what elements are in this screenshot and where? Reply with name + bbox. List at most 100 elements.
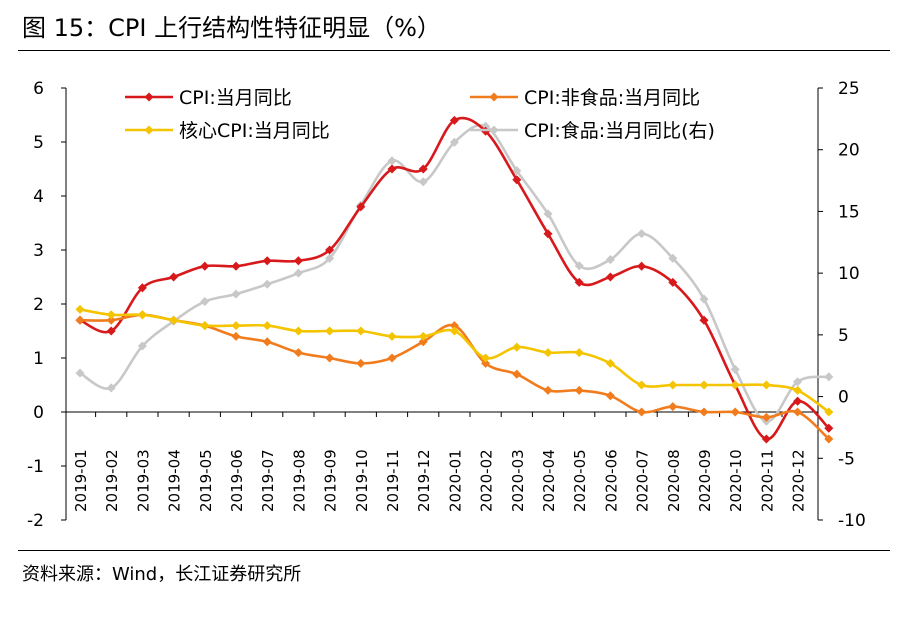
x-tick-label: 2020-03 — [509, 449, 527, 512]
source-note: 资料来源：Wind，长江证券研究所 — [22, 564, 302, 585]
x-tick-label: 2020-09 — [696, 449, 714, 512]
series-0-point — [605, 272, 615, 282]
series-0-point — [574, 277, 584, 287]
series-3-point — [200, 297, 210, 307]
series-0-point — [231, 261, 241, 271]
series-1-point — [761, 412, 771, 422]
bottom-rule — [18, 550, 890, 551]
legend-label: CPI:食品:当月同比(右) — [524, 120, 715, 142]
series-0-point — [668, 277, 678, 287]
series-3-point — [325, 253, 335, 263]
series-2-point — [637, 380, 647, 390]
series-3-point — [793, 377, 803, 387]
x-tick-label: 2020-07 — [634, 449, 652, 512]
series-3-point — [75, 368, 85, 378]
series-3-point — [637, 229, 647, 239]
series-2-point — [793, 385, 803, 395]
series-3-point — [262, 279, 272, 289]
x-tick-label: 2019-01 — [72, 449, 90, 512]
legend-label: CPI:非食品:当月同比 — [524, 87, 700, 109]
left-tick-label: 2 — [33, 295, 44, 315]
left-tick-label: 4 — [33, 187, 44, 207]
series-2-point — [605, 358, 615, 368]
x-tick-label: 2019-10 — [353, 449, 371, 512]
series-2-point — [574, 348, 584, 358]
legend-label: 核心CPI:当月同比 — [179, 120, 330, 142]
left-tick-label: -1 — [27, 457, 44, 477]
series-2-point — [730, 380, 740, 390]
right-tick-label: -10 — [838, 511, 866, 531]
series-0-point — [293, 256, 303, 266]
x-tick-label: 2019-07 — [259, 449, 277, 512]
x-tick-label: 2019-08 — [290, 449, 308, 512]
x-tick-label: 2019-04 — [166, 449, 184, 512]
x-tick-label: 2020-02 — [478, 449, 496, 512]
left-tick-label: 1 — [33, 349, 44, 369]
legend-swatch-marker — [144, 92, 154, 102]
series-1-point — [231, 331, 241, 341]
series-3-point — [730, 364, 740, 374]
series-1-point — [356, 358, 366, 368]
series-1-point — [325, 353, 335, 363]
right-tick-label: 0 — [838, 388, 849, 408]
series-2-point — [106, 310, 116, 320]
x-tick-label: 2020-04 — [540, 449, 558, 512]
series-3-point — [605, 255, 615, 265]
series-2-point — [512, 342, 522, 352]
series-0-point — [262, 256, 272, 266]
legend-swatch-marker — [489, 92, 499, 102]
series-2-point — [356, 326, 366, 336]
series-1-point — [574, 385, 584, 395]
title-rule — [18, 50, 890, 51]
series-1-point — [699, 407, 709, 417]
series-2-point — [293, 326, 303, 336]
series-2-point — [262, 321, 272, 331]
x-tick-label: 2019-11 — [384, 449, 402, 512]
right-tick-label: 20 — [838, 141, 860, 161]
x-tick-label: 2019-05 — [197, 449, 215, 512]
legend-swatch-marker — [489, 125, 499, 135]
left-tick-label: 5 — [33, 133, 44, 153]
left-tick-label: 3 — [33, 241, 44, 261]
series-2-point — [668, 380, 678, 390]
right-tick-label: 15 — [838, 202, 860, 222]
right-tick-label: 10 — [838, 264, 860, 284]
legend-swatch-marker — [144, 125, 154, 135]
series-2-point — [387, 331, 397, 341]
series-3-point — [824, 372, 834, 382]
series-line-3 — [79, 123, 830, 423]
x-tick-label: 2020-11 — [758, 449, 776, 512]
series-1-point — [730, 407, 740, 417]
series-1-point — [293, 348, 303, 358]
x-tick-label: 2019-12 — [415, 449, 433, 512]
series-0-point — [137, 283, 147, 293]
series-1-point — [512, 369, 522, 379]
left-tick-label: 0 — [33, 403, 44, 423]
series-0-point — [449, 115, 459, 125]
series-1-point — [262, 337, 272, 347]
series-1-point — [793, 407, 803, 417]
x-tick-label: 2020-01 — [446, 449, 464, 512]
series-1-point — [543, 385, 553, 395]
series-3-point — [231, 289, 241, 299]
x-tick-label: 2020-08 — [665, 449, 683, 512]
series-2-point — [169, 315, 179, 325]
series-0-point — [169, 272, 179, 282]
series-0-point — [200, 261, 210, 271]
series-line-0 — [79, 116, 830, 441]
series-3-point — [449, 137, 459, 147]
series-1-point — [387, 353, 397, 363]
series-2-point — [200, 321, 210, 331]
series-0-point — [637, 261, 647, 271]
series-2-point — [231, 321, 241, 331]
series-0-point — [793, 396, 803, 406]
series-3-point — [293, 268, 303, 278]
series-2-point — [325, 326, 335, 336]
x-tick-label: 2020-12 — [790, 449, 808, 512]
series-1-point — [605, 391, 615, 401]
x-tick-label: 2019-09 — [322, 449, 340, 512]
left-tick-label: 6 — [33, 79, 44, 99]
left-tick-label: -2 — [27, 511, 44, 531]
x-tick-label: 2019-03 — [134, 449, 152, 512]
